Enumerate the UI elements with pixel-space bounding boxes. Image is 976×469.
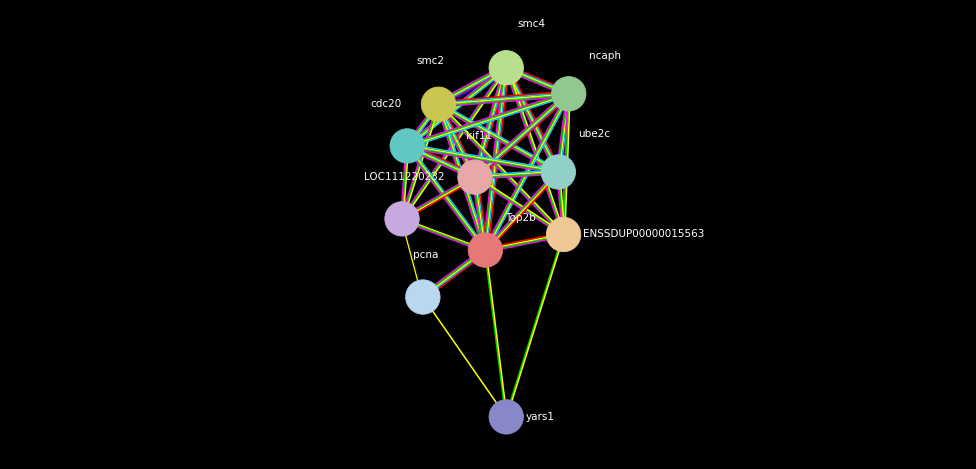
Circle shape — [422, 87, 456, 121]
Circle shape — [551, 76, 586, 111]
Circle shape — [489, 51, 523, 85]
Text: Top2b: Top2b — [506, 212, 536, 222]
Circle shape — [489, 400, 523, 434]
Circle shape — [390, 129, 425, 163]
Circle shape — [547, 217, 581, 252]
Text: ENSSDUP00000015563: ENSSDUP00000015563 — [584, 229, 705, 240]
Circle shape — [385, 202, 420, 236]
Text: smc2: smc2 — [417, 56, 445, 66]
Text: pcna: pcna — [413, 250, 438, 260]
Text: yars1: yars1 — [526, 412, 555, 422]
Circle shape — [468, 233, 503, 267]
Text: ube2c: ube2c — [578, 129, 610, 139]
Text: ncaph: ncaph — [589, 51, 621, 61]
Circle shape — [541, 155, 576, 189]
Circle shape — [406, 280, 440, 314]
Circle shape — [458, 160, 492, 194]
Text: kif11: kif11 — [467, 131, 492, 141]
Text: LOC111220232: LOC111220232 — [364, 172, 445, 182]
Text: smc4: smc4 — [517, 19, 546, 29]
Text: cdc20: cdc20 — [371, 99, 402, 109]
